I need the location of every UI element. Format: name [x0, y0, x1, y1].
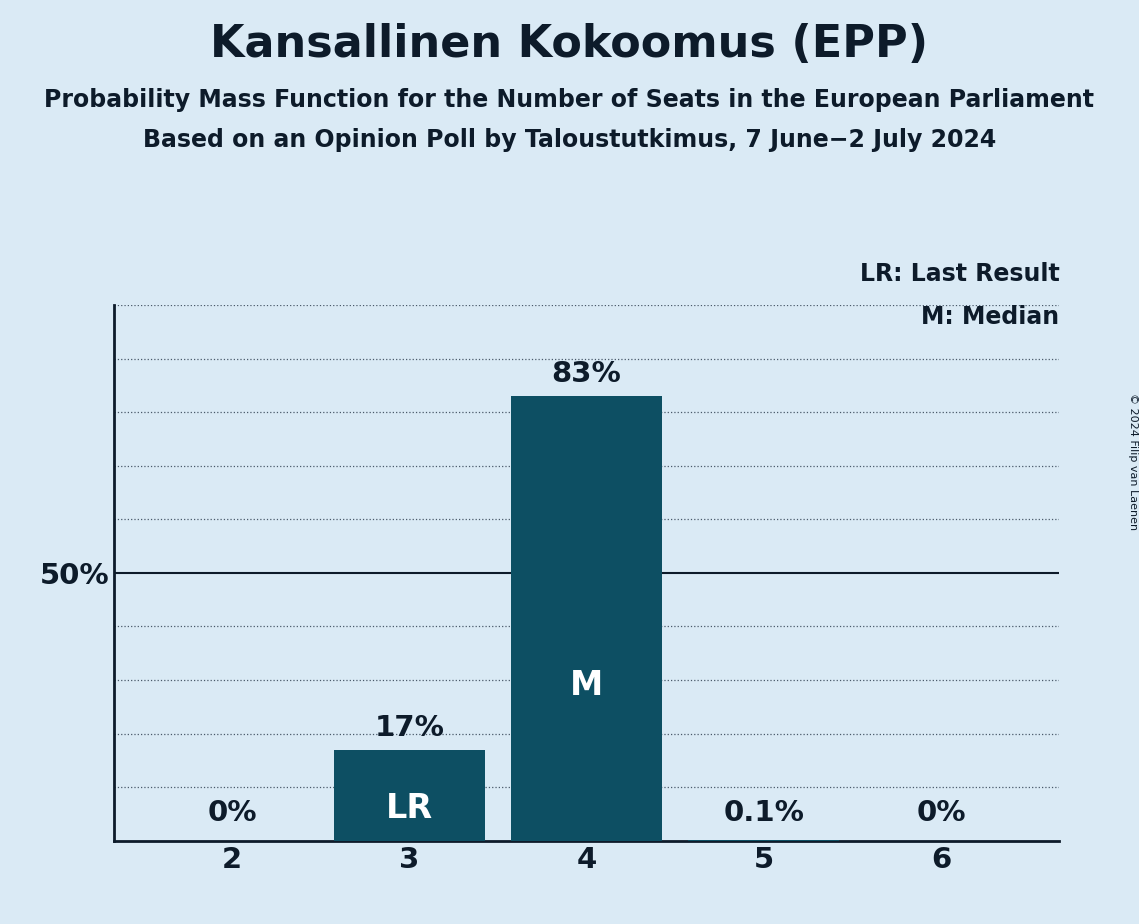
Text: Kansallinen Kokoomus (EPP): Kansallinen Kokoomus (EPP)	[211, 23, 928, 67]
Text: M: M	[570, 669, 604, 701]
Text: © 2024 Filip van Laenen: © 2024 Filip van Laenen	[1129, 394, 1138, 530]
Text: 83%: 83%	[551, 360, 622, 388]
Bar	[334, 749, 485, 841]
Text: LR: LR	[386, 793, 433, 825]
Text: LR: Last Result: LR: Last Result	[860, 262, 1059, 286]
Text: Based on an Opinion Poll by Taloustutkimus, 7 June−2 July 2024: Based on an Opinion Poll by Taloustutkim…	[142, 128, 997, 152]
Text: Probability Mass Function for the Number of Seats in the European Parliament: Probability Mass Function for the Number…	[44, 88, 1095, 112]
Bar	[511, 396, 662, 841]
Text: 0%: 0%	[916, 799, 966, 828]
Text: M: Median: M: Median	[921, 305, 1059, 329]
Text: 17%: 17%	[375, 713, 444, 742]
Text: 0.1%: 0.1%	[723, 799, 804, 828]
Text: 0%: 0%	[207, 799, 257, 828]
